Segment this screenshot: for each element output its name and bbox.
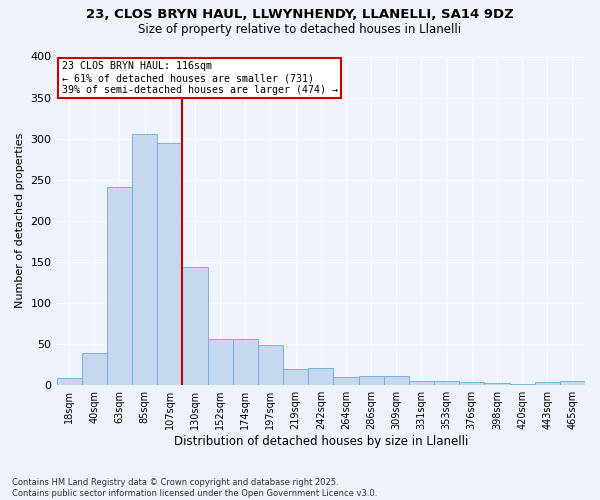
Bar <box>434 382 459 384</box>
Bar <box>308 368 334 384</box>
Bar <box>107 187 132 384</box>
Bar <box>535 382 560 384</box>
X-axis label: Distribution of detached houses by size in Llanelli: Distribution of detached houses by size … <box>173 434 468 448</box>
Bar <box>132 134 157 384</box>
Text: 23, CLOS BRYN HAUL, LLWYNHENDY, LLANELLI, SA14 9DZ: 23, CLOS BRYN HAUL, LLWYNHENDY, LLANELLI… <box>86 8 514 20</box>
Bar <box>409 380 434 384</box>
Text: Contains HM Land Registry data © Crown copyright and database right 2025.
Contai: Contains HM Land Registry data © Crown c… <box>12 478 377 498</box>
Bar <box>283 369 308 384</box>
Bar <box>383 376 409 384</box>
Bar <box>157 142 182 384</box>
Bar <box>334 378 359 384</box>
Text: 23 CLOS BRYN HAUL: 116sqm
← 61% of detached houses are smaller (731)
39% of semi: 23 CLOS BRYN HAUL: 116sqm ← 61% of detac… <box>62 62 338 94</box>
Bar <box>182 266 208 384</box>
Y-axis label: Number of detached properties: Number of detached properties <box>15 133 25 308</box>
Bar <box>56 378 82 384</box>
Bar <box>82 352 107 384</box>
Bar <box>208 339 233 384</box>
Bar <box>484 383 509 384</box>
Bar <box>233 339 258 384</box>
Bar <box>359 376 383 384</box>
Bar <box>258 346 283 385</box>
Bar <box>560 382 585 384</box>
Bar <box>459 382 484 384</box>
Text: Size of property relative to detached houses in Llanelli: Size of property relative to detached ho… <box>139 22 461 36</box>
